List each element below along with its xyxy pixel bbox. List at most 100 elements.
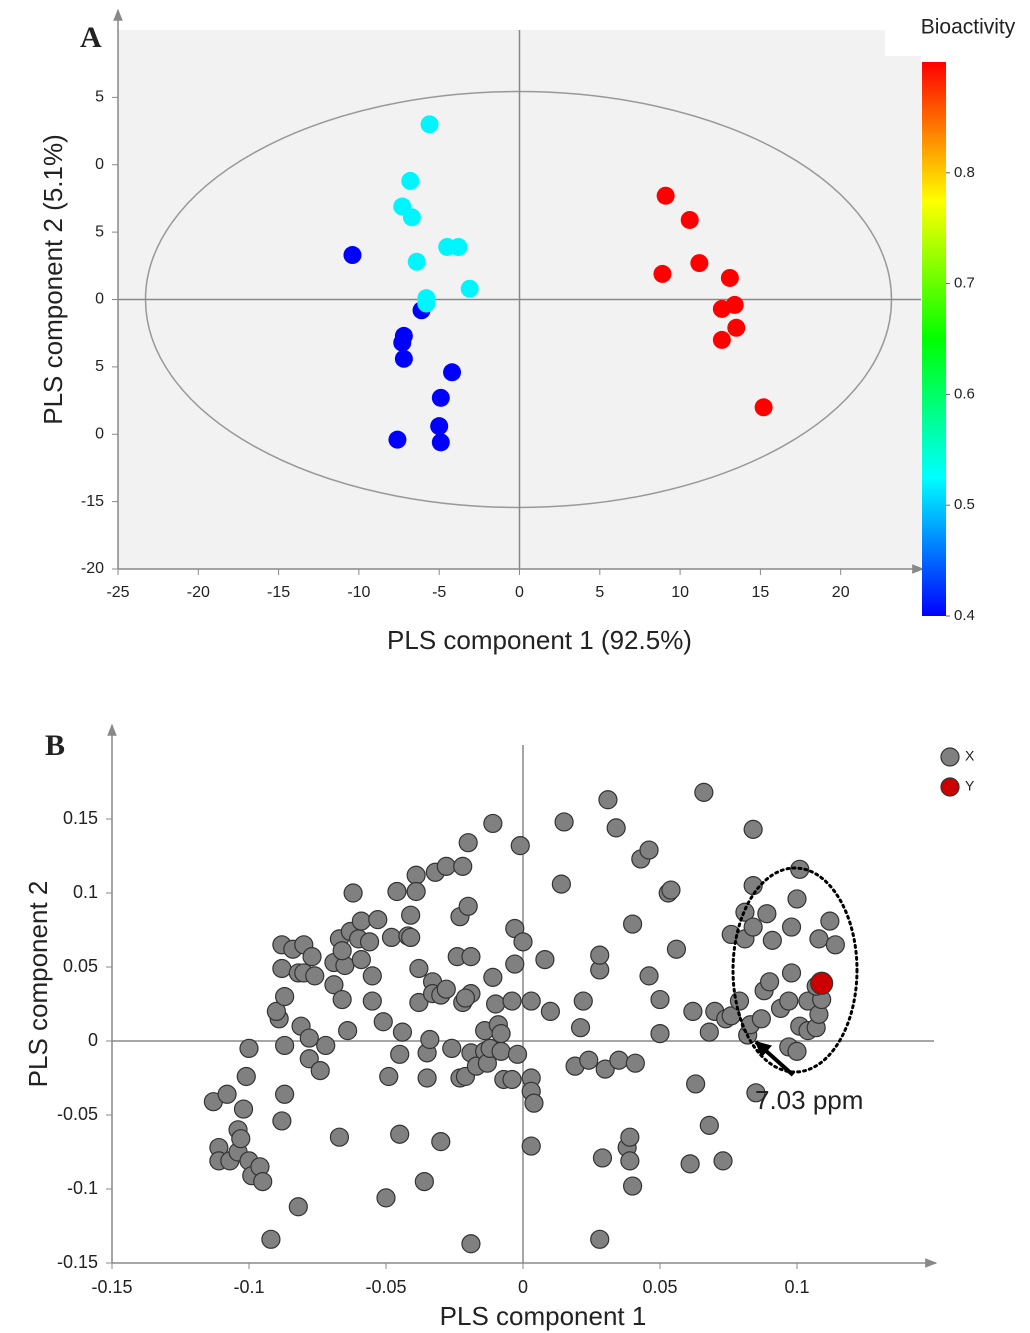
y-tick-label: 5 [95, 223, 104, 240]
y-tick-label: 0.05 [63, 956, 98, 976]
point [351, 911, 371, 931]
point [417, 294, 436, 313]
point [781, 917, 802, 937]
point [650, 989, 670, 1010]
point [810, 971, 834, 995]
point [759, 972, 780, 992]
x-tick-label: -10 [347, 584, 370, 601]
point [390, 1124, 410, 1144]
point [573, 991, 593, 1011]
point [540, 1001, 561, 1022]
point [551, 874, 571, 894]
point [253, 1171, 273, 1192]
point [781, 963, 802, 983]
x-tick-label: -20 [187, 584, 210, 601]
point [455, 988, 476, 1008]
point [639, 840, 659, 860]
x-tick-label: -0.15 [91, 1277, 132, 1297]
point [461, 947, 481, 967]
x-tick-label: 0.05 [642, 1277, 677, 1297]
point [388, 430, 407, 449]
point [332, 941, 352, 961]
point [620, 1127, 640, 1147]
point [305, 966, 325, 986]
panel-b: -0.15 -0.1 -0.05 0 0.05 0.1 -0.15 -0.1 -0.05 0 0.0… [23, 723, 975, 1331]
point [275, 1035, 295, 1056]
point [787, 1041, 807, 1061]
point [505, 954, 525, 974]
point [521, 1136, 541, 1156]
x-tick-label: 20 [832, 584, 850, 601]
point [590, 1229, 610, 1249]
point [231, 1129, 251, 1149]
colorbar [922, 62, 946, 616]
point [729, 991, 750, 1011]
point [699, 1115, 719, 1135]
point [721, 1006, 741, 1026]
point [275, 1084, 295, 1104]
point [620, 1151, 640, 1171]
annotation-arrow [754, 1040, 795, 1077]
y-tick-label: 0 [88, 1030, 98, 1050]
point [713, 1151, 733, 1171]
point [359, 932, 380, 952]
colorbar-tick-label: 0.7 [954, 275, 975, 292]
y-tick-label: -20 [81, 560, 104, 577]
y-tick-label: -15 [81, 493, 104, 510]
colorbar-tick-label: 0.6 [954, 385, 975, 402]
panel-label: B [45, 729, 65, 762]
point [720, 268, 739, 287]
x-tick-label: 0 [515, 584, 524, 601]
point [431, 1132, 451, 1152]
point [762, 930, 782, 950]
point [743, 917, 763, 937]
point [598, 790, 618, 810]
y-tick-label: 0 [95, 425, 104, 442]
colorbar-tick-label: 0.4 [954, 607, 975, 624]
point [653, 264, 672, 283]
point [420, 115, 439, 134]
point [606, 818, 626, 838]
y-axis-label: PLS component 2 [23, 881, 53, 1088]
point [407, 252, 426, 271]
point [390, 1044, 410, 1064]
colorbar-tick-label: 0.5 [954, 496, 975, 513]
point [510, 836, 530, 856]
x-tick-label: 10 [671, 584, 689, 601]
point [639, 966, 659, 986]
point [393, 333, 412, 352]
point [458, 896, 478, 916]
point [436, 856, 456, 876]
point [458, 833, 478, 853]
point [656, 186, 675, 205]
point [402, 208, 421, 227]
point [275, 986, 295, 1007]
annotation: 7.03 ppm [755, 1085, 863, 1115]
point [743, 875, 763, 896]
point [420, 1029, 440, 1050]
point [362, 991, 382, 1011]
point [680, 210, 699, 229]
legend-swatch [940, 777, 960, 797]
legend-label: Y [965, 778, 975, 794]
y-tick-label: -0.05 [57, 1104, 98, 1124]
point [460, 279, 479, 298]
point [417, 1068, 437, 1088]
x-tick-label: -0.05 [365, 1277, 406, 1297]
point [592, 1148, 613, 1168]
colorbar-title-box [885, 0, 1030, 56]
point [595, 1059, 615, 1079]
point [579, 1050, 599, 1070]
point [524, 1093, 544, 1113]
point [401, 927, 421, 948]
point [809, 929, 829, 949]
point [324, 975, 344, 995]
point [751, 1009, 771, 1029]
point [362, 966, 382, 986]
point [661, 880, 681, 900]
x-axis-label: PLS component 1 (92.5%) [387, 625, 692, 655]
point [409, 992, 429, 1013]
point [233, 1099, 254, 1119]
point [430, 417, 449, 436]
